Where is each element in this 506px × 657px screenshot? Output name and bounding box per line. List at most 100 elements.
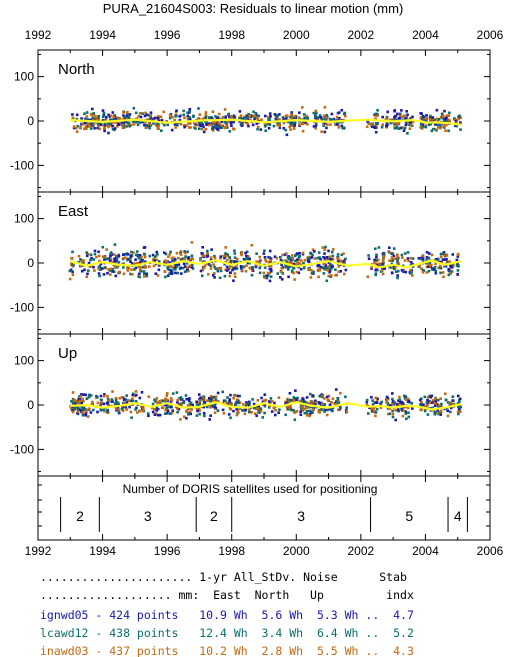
data-point bbox=[425, 258, 428, 262]
data-point bbox=[179, 253, 183, 256]
data-point bbox=[289, 128, 292, 131]
data-point bbox=[456, 410, 460, 413]
data-point bbox=[261, 400, 265, 404]
data-point bbox=[455, 121, 458, 125]
data-point bbox=[230, 119, 234, 123]
data-point bbox=[325, 126, 328, 130]
data-point bbox=[189, 401, 193, 405]
data-point bbox=[115, 259, 118, 263]
data-point bbox=[388, 246, 391, 249]
data-point bbox=[247, 112, 250, 116]
data-point bbox=[270, 270, 273, 273]
data-point bbox=[199, 257, 202, 260]
data-point bbox=[243, 412, 247, 416]
data-point bbox=[447, 114, 451, 117]
data-point bbox=[443, 109, 446, 113]
data-point bbox=[270, 399, 274, 403]
data-point bbox=[156, 115, 160, 118]
data-point bbox=[109, 118, 112, 121]
data-point bbox=[183, 270, 187, 274]
data-point bbox=[326, 123, 329, 126]
data-point bbox=[374, 273, 377, 277]
data-point bbox=[323, 267, 327, 271]
data-point bbox=[165, 119, 168, 123]
data-point bbox=[111, 390, 114, 393]
data-point bbox=[249, 118, 252, 122]
data-point bbox=[431, 399, 435, 402]
data-point bbox=[190, 254, 194, 257]
data-point bbox=[160, 129, 163, 132]
data-point bbox=[411, 274, 414, 277]
data-point bbox=[284, 128, 288, 132]
data-point bbox=[328, 403, 332, 406]
data-point bbox=[437, 126, 440, 129]
data-point bbox=[248, 114, 251, 118]
data-point bbox=[440, 112, 444, 116]
data-point bbox=[183, 125, 186, 129]
data-point bbox=[92, 258, 95, 261]
data-point bbox=[97, 254, 101, 258]
data-point bbox=[102, 394, 106, 398]
data-point bbox=[164, 275, 167, 279]
data-point bbox=[327, 261, 331, 264]
data-point bbox=[267, 406, 271, 409]
data-point bbox=[292, 409, 295, 412]
data-point bbox=[75, 407, 78, 410]
data-point bbox=[380, 269, 384, 273]
data-point bbox=[176, 398, 179, 402]
data-point bbox=[455, 264, 459, 267]
data-point bbox=[323, 397, 326, 400]
data-point bbox=[132, 123, 136, 126]
data-point bbox=[365, 403, 369, 407]
data-point bbox=[111, 268, 115, 271]
data-point bbox=[447, 129, 450, 133]
data-point bbox=[377, 246, 381, 249]
data-point bbox=[118, 270, 121, 274]
data-point bbox=[185, 262, 189, 265]
data-point bbox=[207, 396, 211, 400]
data-point bbox=[397, 122, 401, 125]
data-point bbox=[249, 114, 253, 117]
data-point bbox=[247, 400, 251, 404]
data-point bbox=[85, 111, 89, 114]
data-point bbox=[202, 116, 206, 120]
data-point bbox=[220, 126, 224, 129]
data-point bbox=[343, 272, 346, 276]
data-point bbox=[129, 258, 132, 262]
data-point bbox=[323, 257, 327, 260]
data-point bbox=[427, 269, 431, 273]
data-point bbox=[108, 115, 112, 118]
data-point bbox=[85, 275, 88, 279]
data-point bbox=[285, 401, 289, 405]
data-point bbox=[197, 393, 201, 396]
data-point bbox=[407, 411, 410, 414]
data-point bbox=[214, 267, 218, 271]
data-point bbox=[243, 116, 246, 119]
data-point bbox=[279, 255, 282, 259]
data-point bbox=[244, 404, 248, 408]
data-point bbox=[205, 255, 209, 258]
data-point bbox=[285, 133, 289, 137]
data-point bbox=[438, 124, 442, 127]
data-point bbox=[188, 121, 192, 125]
data-point bbox=[421, 255, 425, 258]
data-point bbox=[367, 257, 371, 260]
data-point bbox=[99, 404, 102, 407]
data-point bbox=[107, 113, 110, 117]
data-point bbox=[303, 259, 307, 262]
data-point bbox=[301, 122, 305, 125]
data-point bbox=[432, 268, 436, 271]
data-point bbox=[185, 416, 188, 420]
data-point bbox=[219, 257, 222, 260]
data-point bbox=[456, 262, 459, 265]
data-point bbox=[390, 271, 394, 274]
data-point bbox=[110, 400, 114, 403]
data-point bbox=[204, 127, 208, 131]
data-point bbox=[305, 114, 308, 118]
data-point bbox=[433, 128, 437, 131]
data-point bbox=[122, 111, 125, 114]
data-point bbox=[436, 123, 439, 127]
data-point bbox=[134, 111, 138, 115]
data-point bbox=[339, 270, 343, 273]
data-point bbox=[290, 254, 294, 257]
